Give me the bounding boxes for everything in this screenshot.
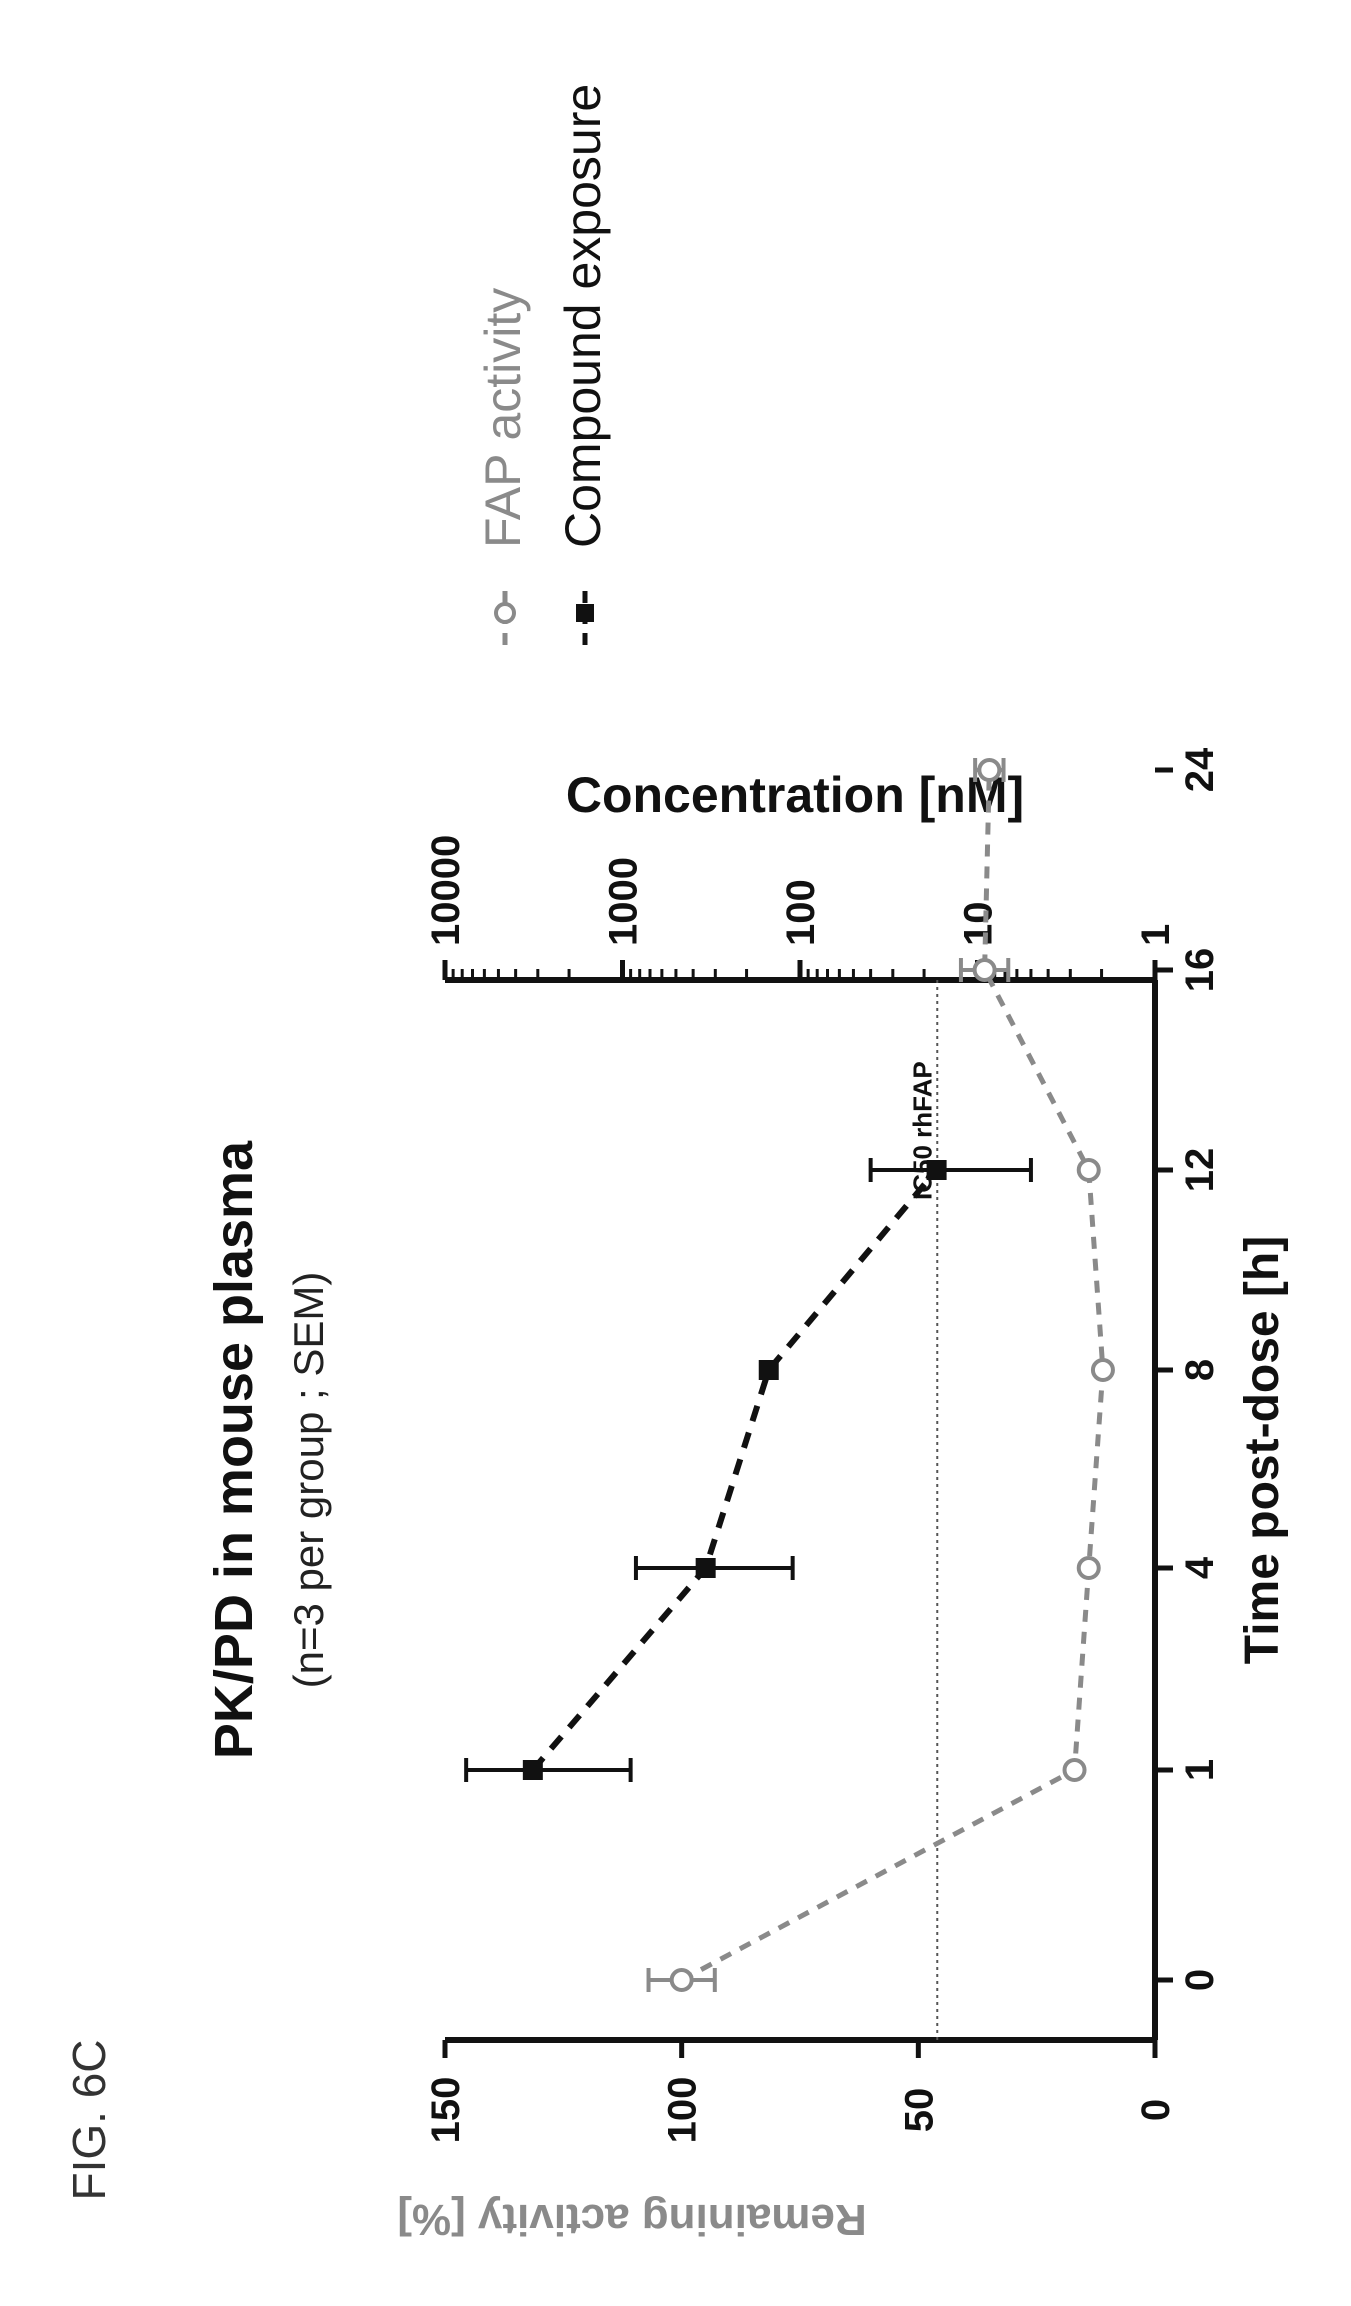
data-point-fap-activity [669, 1968, 694, 1992]
x-axis-title: Time post-dose [h] [1236, 1236, 1289, 1664]
x-tick-label: 0 [1178, 1969, 1222, 1991]
figure-label: FIG. 6C [63, 2039, 115, 2200]
left-y-tick-label: 50 [897, 2088, 941, 2133]
series-line-1 [530, 1168, 939, 1772]
right-y-tick-label: 100 [779, 879, 823, 946]
data-point-compound-exposure [522, 1760, 543, 1780]
annotation-layer: IC50 rhFAP [907, 980, 939, 2040]
left-y-tick-label: 0 [1134, 2099, 1178, 2121]
chart-subtitle: (n=3 per group ; SEM) [285, 1272, 332, 1689]
right-y-axis-title: Concentration [nM] [566, 767, 1024, 823]
left-y-axis-title: Remaining activity [%] [397, 2195, 866, 2244]
data-point-compound-exposure [695, 1558, 716, 1578]
x-tick-label: 4 [1178, 1556, 1222, 1579]
x-tick-label: 8 [1178, 1359, 1222, 1381]
axes-layer [445, 977, 1158, 2043]
legend-marker-compound-exposure [576, 604, 594, 622]
data-point-fap-activity [972, 958, 997, 982]
left-y-tick-label: 100 [661, 2077, 705, 2144]
data-point-fap-activity [1076, 1556, 1101, 1580]
x-tick-label: 1 [1178, 1759, 1222, 1781]
series-line-0 [680, 769, 1106, 1983]
left-y-tick-label: 150 [424, 2077, 468, 2144]
data-point-compound-exposure [926, 1160, 947, 1180]
legend: FAP activity Compound exposure [475, 84, 611, 645]
legend-item-compound-exposure: Compound exposure [555, 84, 611, 645]
legend-item-fap-activity: FAP activity [475, 288, 531, 645]
data-point-compound-exposure [758, 1360, 779, 1380]
legend-marker-fap-activity [494, 602, 516, 624]
ticks-layer: 0 1 4 8 12 16 24 0 50 100 150 1 10 100 1000 10000 [424, 747, 1222, 2143]
data-point-fap-activity [977, 758, 1002, 782]
data-point-fap-activity [1062, 1758, 1087, 1782]
x-tick-label: 12 [1178, 1148, 1222, 1193]
data-point-fap-activity [1076, 1158, 1101, 1182]
series-layer [464, 758, 1115, 1992]
x-tick-label: 16 [1178, 948, 1222, 993]
right-y-tick-label: 1 [1134, 924, 1178, 946]
right-y-tick-label: 10000 [424, 835, 468, 946]
legend-label-compound-exposure: Compound exposure [555, 84, 611, 548]
data-point-fap-activity [1090, 1358, 1115, 1382]
legend-label-fap-activity: FAP activity [475, 288, 531, 548]
right-y-tick-label: 10 [957, 902, 1001, 947]
chart-title: PK/PD in mouse plasma [204, 1140, 264, 1759]
right-y-tick-label: 1000 [602, 857, 646, 946]
x-tick-label: 24 [1178, 747, 1222, 792]
